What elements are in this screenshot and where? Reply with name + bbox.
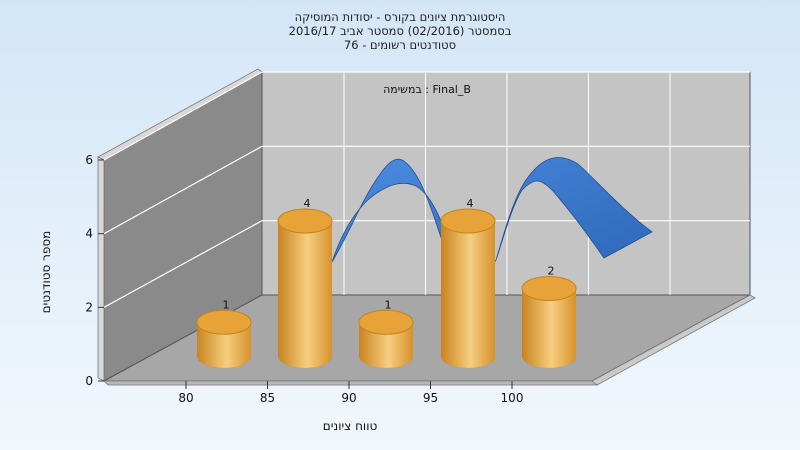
bar-top-cap: [277, 208, 333, 234]
y-axis-title: מספר סטודנטים: [39, 231, 53, 314]
plot-walls: [97, 68, 756, 386]
bar-bottom-face: [359, 344, 413, 368]
bar-95: 4: [440, 197, 496, 368]
bar-value-label: 1: [385, 298, 392, 311]
bar-top-cap: [440, 208, 496, 234]
bar-bottom-face: [278, 344, 332, 368]
bar-value-label: 4: [304, 197, 311, 210]
y-tick-label: 4: [85, 227, 93, 241]
x-tick-label: 80: [178, 391, 193, 405]
title-line-1: היסטוגרמת ציונים בקורס - יסודות המוסיקה: [295, 10, 506, 24]
floor-right-edge: [591, 294, 756, 386]
y-tick-label: 6: [85, 153, 93, 167]
bar-100: 2: [521, 265, 577, 368]
series-ribbon: [331, 157, 653, 293]
x-tick-label: 90: [341, 391, 356, 405]
bar-top-cap: [196, 309, 252, 335]
bar-body: [441, 221, 495, 356]
side-grid-line: [103, 145, 263, 235]
x-tick-label: 95: [423, 391, 438, 405]
bar-value-label: 4: [467, 197, 474, 210]
title-line-2: בסמסטר (02/2016) סמסטר אביב 2016/17: [289, 24, 512, 38]
bar-body: [278, 221, 332, 356]
x-axis-ticks: 80 85 90 95 100: [178, 381, 523, 405]
x-tick-label: 85: [260, 391, 275, 405]
title-line-3: סטודנטים רשומים - 76: [344, 38, 456, 52]
bar-80: 1: [196, 298, 252, 368]
y-tick-label: 0: [85, 374, 93, 388]
floor-front-edge: [103, 380, 599, 386]
side-grid-line: [103, 71, 263, 161]
bar-85: 4: [277, 197, 333, 368]
chart-title: היסטוגרמת ציונים בקורס - יסודות המוסיקה …: [289, 10, 512, 52]
bar-value-label: 1: [223, 298, 230, 311]
task-annotation: במשימה : Final_B: [383, 83, 471, 96]
x-tick-label: 100: [501, 391, 524, 405]
wall-left-edge: [97, 156, 105, 382]
bar-90: 1: [358, 298, 414, 368]
bar-bottom-face: [522, 344, 576, 368]
y-tick-label: 2: [85, 300, 93, 314]
y-axis-ticks: 0 2 4 6: [85, 153, 104, 388]
bars: 1 4 1 4 2: [196, 197, 577, 368]
x-axis-title: טווח ציונים: [323, 419, 378, 433]
side-grid-line: [103, 220, 263, 308]
bar-bottom-face: [441, 344, 495, 368]
bar-value-label: 2: [548, 265, 555, 278]
bar-top-cap: [521, 276, 577, 301]
grid-lines: [103, 71, 750, 308]
bar-top-cap: [358, 309, 414, 335]
bar-bottom-face: [197, 344, 251, 368]
back-wall: [261, 71, 751, 296]
